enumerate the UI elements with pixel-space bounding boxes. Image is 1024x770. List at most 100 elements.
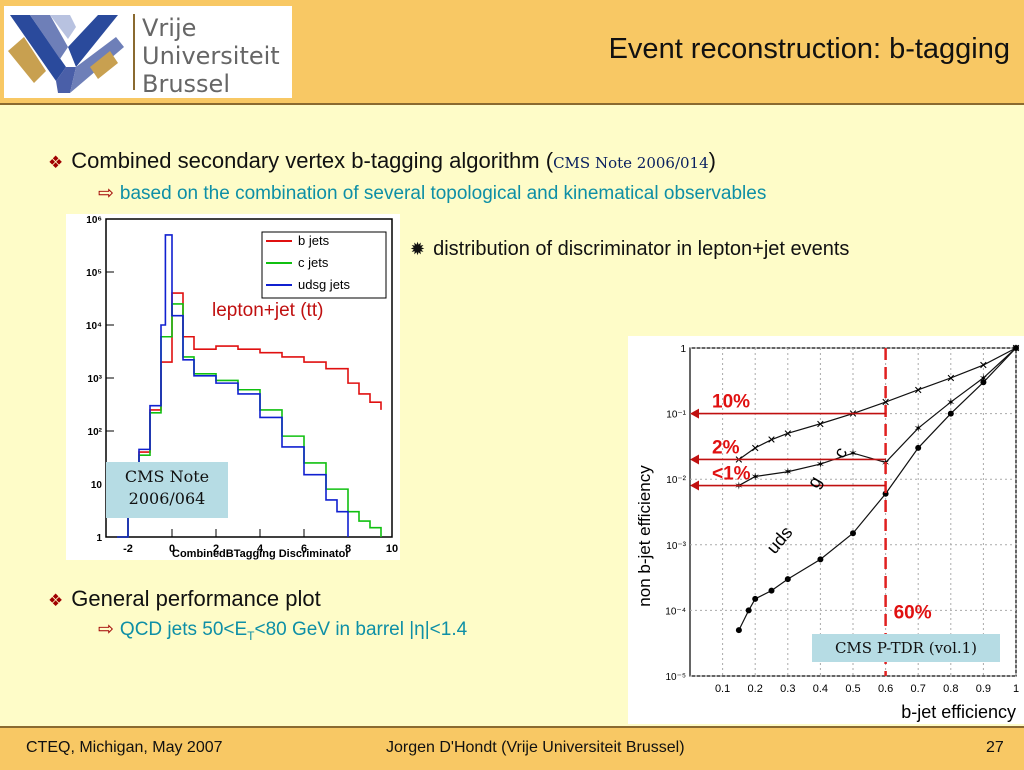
x-tick-label: 0.9 xyxy=(976,683,991,695)
x-tick-label: 0.4 xyxy=(813,683,828,695)
legend-b-jets: b jets xyxy=(298,233,330,248)
footer-page-number: 27 xyxy=(986,739,1004,756)
x-tick-label: 4 xyxy=(257,543,264,555)
data-point-uds xyxy=(735,627,742,634)
logo-text-line3: Brussel xyxy=(142,70,230,98)
x-tick-label: 0.3 xyxy=(780,683,795,695)
cms-note-reference: CMS Note 2006/014 xyxy=(553,154,709,172)
data-point-c: ✕ xyxy=(848,409,857,421)
data-point-uds xyxy=(947,410,954,417)
y-tick-label: 10⁻¹ xyxy=(666,410,686,421)
y-tick-label: 10⁶ xyxy=(86,215,102,226)
data-point-uds xyxy=(752,595,759,602)
arrow-left-icon xyxy=(690,408,699,419)
data-point-c: ✕ xyxy=(946,373,955,385)
x-axis-label: CombinedBTagging Discriminator xyxy=(172,548,350,560)
data-point-g: ✶ xyxy=(751,471,760,483)
x-tick-label: 1 xyxy=(1013,683,1019,695)
footer-bar: CTEQ, Michigan, May 2007 Jorgen D'Hondt … xyxy=(0,726,1024,770)
y-tick-label: 1 xyxy=(96,533,102,544)
data-point-c: ✕ xyxy=(767,435,776,447)
logo-text-line2: Universiteit xyxy=(142,42,280,70)
lepton-jet-annotation: lepton+jet (tt) xyxy=(212,300,323,321)
data-point-uds xyxy=(850,530,856,537)
ref-box-line1: CMS Note xyxy=(124,467,210,486)
bullet-text: General performance plot xyxy=(71,586,321,611)
data-point-uds xyxy=(768,587,775,594)
y-tick-label: 10⁻⁴ xyxy=(665,606,686,617)
data-point-uds xyxy=(1013,345,1019,351)
diamond-bullet-icon: ❖ xyxy=(48,153,64,172)
y-tick-label: 10⁴ xyxy=(86,321,102,332)
y-tick-label: 10³ xyxy=(88,374,103,385)
data-point-g: ✶ xyxy=(816,459,825,471)
bullet-text: distribution of discriminator in lepton+… xyxy=(433,238,850,260)
logo-divider xyxy=(133,14,135,90)
data-point-g: ✶ xyxy=(979,373,988,385)
series-line-udsg-jets xyxy=(117,234,349,538)
footer-conference: CTEQ, Michigan, May 2007 xyxy=(26,739,223,756)
x-tick-label: 8 xyxy=(345,543,351,555)
ref-open-paren: ( xyxy=(545,148,554,173)
data-point-uds xyxy=(980,379,987,386)
data-point-c: ✕ xyxy=(783,428,792,440)
arrow-right-icon: ⇨ xyxy=(98,183,114,204)
data-point-c: ✕ xyxy=(979,360,988,372)
y-tick-label: 10⁵ xyxy=(86,268,102,279)
y-tick-label: 10 xyxy=(91,480,103,491)
x-tick-label: 10 xyxy=(386,543,398,555)
bullet-text: Combined secondary vertex b-tagging algo… xyxy=(71,148,546,173)
data-point-uds xyxy=(745,607,752,614)
x-tick-label: -2 xyxy=(123,543,133,555)
arrow-right-icon: ⇨ xyxy=(98,619,114,640)
y-tick-label: 10⁻² xyxy=(666,475,686,486)
data-point-uds xyxy=(784,576,791,583)
data-point-uds xyxy=(915,444,922,451)
bullet-general-performance: ❖ General performance plot xyxy=(48,586,321,612)
legend-box xyxy=(261,231,387,299)
x-tick-label: 6 xyxy=(301,543,307,555)
x-tick-label: 2 xyxy=(213,543,219,555)
data-point-uds xyxy=(817,556,824,563)
logo-text-line1: Vrije xyxy=(142,14,197,42)
data-point-c: ✕ xyxy=(881,397,890,409)
data-point-c: ✕ xyxy=(816,419,825,431)
legend-c-jets: c jets xyxy=(298,255,329,270)
sub-bullet-text: based on the combination of several topo… xyxy=(119,183,767,204)
x-tick-label: 0.5 xyxy=(845,683,860,695)
cms-note-064-box: CMS Note 2006/064 xyxy=(106,462,228,518)
ref-close-paren: ) xyxy=(708,148,716,173)
y-tick-label: 1 xyxy=(680,344,686,355)
arrow-left-icon xyxy=(690,454,699,465)
data-point-g: ✶ xyxy=(734,481,743,493)
data-point-uds xyxy=(882,490,889,497)
y-axis-label: non b-jet efficiency xyxy=(635,465,654,607)
y-tick-label: 10⁻³ xyxy=(666,541,686,552)
data-point-g: ✶ xyxy=(946,397,955,409)
ref-box-line2: 2006/064 xyxy=(128,489,206,508)
y-tick-label: 10⁻⁵ xyxy=(665,672,686,683)
x-tick-label: 0.2 xyxy=(748,683,763,695)
rejection-label: <1% xyxy=(712,464,751,485)
footer-author: Jorgen D'Hondt (Vrije Universiteit Bruss… xyxy=(386,739,685,756)
bullet-combined-algorithm: ❖ Combined secondary vertex b-tagging alg… xyxy=(48,148,716,174)
x-tick-label: 0.7 xyxy=(911,683,926,695)
slide-title: Event reconstruction: b-tagging xyxy=(608,33,1010,65)
data-point-c: ✕ xyxy=(734,454,743,466)
x-tick-label: 0 xyxy=(169,543,175,555)
rejection-label: 10% xyxy=(712,392,750,413)
data-point-g: ✶ xyxy=(848,448,857,460)
header-bar: Vrije Universiteit Brussel Event reconst… xyxy=(0,0,1024,105)
qcd-text-post: <80 GeV in barrel |η|<1.4 xyxy=(254,619,468,640)
data-point-c: ✕ xyxy=(751,443,760,455)
bullet-distribution: ✹ distribution of discriminator in lepton… xyxy=(410,238,849,261)
sub-bullet-observables: ⇨ based on the combination of several top… xyxy=(98,182,766,205)
x-tick-label: 0.6 xyxy=(878,683,893,695)
logo-emblem xyxy=(8,15,124,93)
efficiency-label: 60% xyxy=(894,602,932,623)
x-tick-label: 0.1 xyxy=(715,683,730,695)
university-logo: Vrije Universiteit Brussel xyxy=(4,6,292,98)
qcd-text-pre: QCD jets 50<E xyxy=(119,619,248,640)
x-tick-label: 0.8 xyxy=(943,683,958,695)
sub-bullet-qcd-jets: ⇨ QCD jets 50<ET<80 GeV in barrel |η|<1.4 xyxy=(98,618,467,643)
